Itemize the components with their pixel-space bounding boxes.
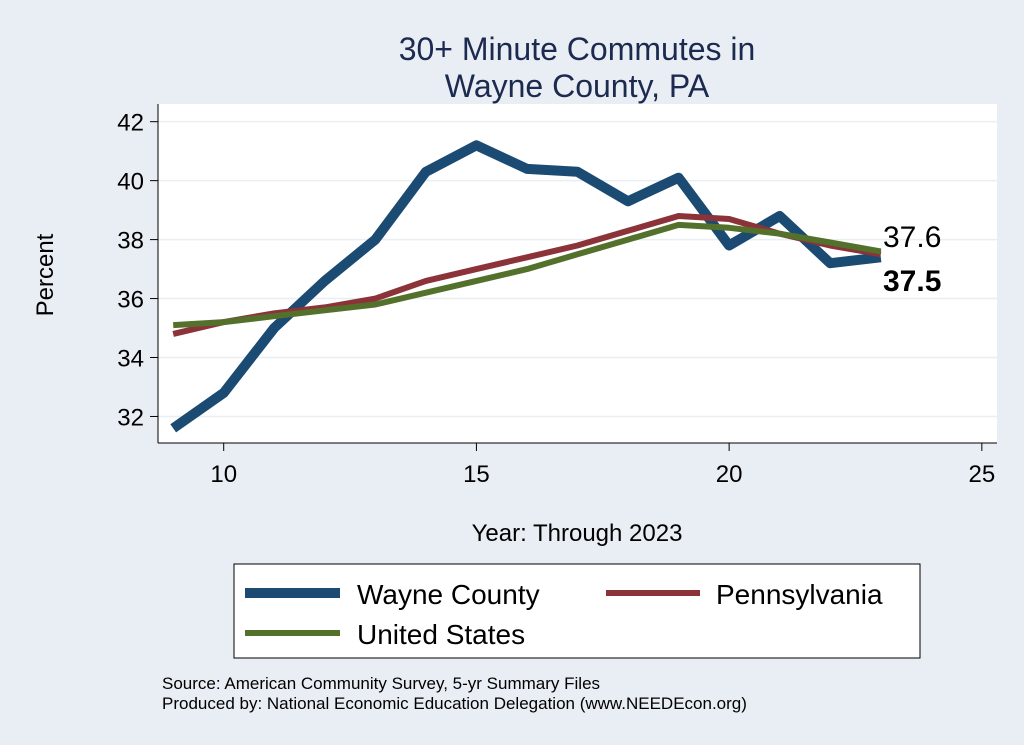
y-tick-label: 42 — [117, 110, 144, 137]
x-tick-label: 25 — [968, 461, 995, 488]
y-tick-label: 34 — [117, 346, 144, 373]
legend-label-pennsylvania: Pennsylvania — [716, 579, 883, 610]
gridlines — [158, 120, 997, 418]
producer-note: Produced by: National Economic Education… — [162, 694, 747, 713]
series-lines — [170, 140, 882, 433]
x-axis-label: Year: Through 2023 — [472, 520, 683, 547]
legend-item-united-states: United States — [245, 619, 525, 650]
legend-label-wayne-county: Wayne County — [357, 579, 540, 610]
y-axis-ticks: 32 34 36 38 40 42 — [117, 110, 158, 431]
y-tick-label: 32 — [117, 404, 144, 431]
legend-box — [233, 563, 921, 659]
y-axis-label: Percent — [32, 233, 59, 316]
x-tick-label: 15 — [463, 461, 490, 488]
legend-item-wayne-county: Wayne County — [245, 579, 540, 610]
x-tick-label: 20 — [716, 461, 743, 488]
x-tick-label: 10 — [210, 461, 237, 488]
source-note: Source: American Community Survey, 5-yr … — [162, 674, 600, 693]
legend-label-united-states: United States — [357, 619, 525, 650]
legend-item-pennsylvania: Pennsylvania — [606, 579, 883, 610]
series-line-united-states — [173, 221, 882, 329]
chart-title-line-2: Wayne County, PA — [445, 68, 710, 104]
x-axis-ticks: 10 15 20 25 — [210, 443, 995, 488]
end-label-pa: 37.5 — [883, 265, 941, 298]
end-label-us: 37.6 — [883, 221, 941, 254]
chart-title-line-1: 30+ Minute Commutes in — [399, 31, 756, 67]
y-tick-label: 36 — [117, 287, 144, 314]
plot-area — [158, 104, 997, 443]
y-tick-label: 38 — [117, 228, 144, 255]
y-tick-label: 40 — [117, 169, 144, 196]
